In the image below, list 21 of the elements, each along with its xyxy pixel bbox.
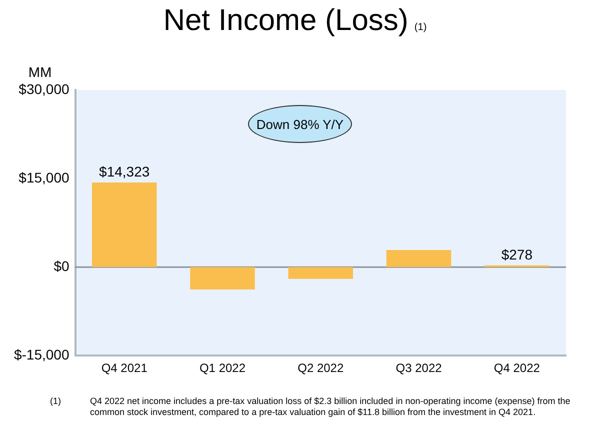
x-tick-label: Q2 2022	[298, 361, 344, 376]
y-axis-title: MM	[28, 64, 52, 80]
bar	[386, 250, 452, 268]
chart-title: Net Income (Loss)	[163, 4, 408, 37]
bar	[288, 267, 354, 279]
x-tick-label: Q4 2022	[494, 361, 540, 376]
text: Q4 2022 net income includes a pre-tax valuation loss of $2.3 billion included in non-operating income (expense) from the common stock investment, compared to a pre-tax valuation gain of $11.8 billion from the investment in Q4 2021.	[90, 396, 572, 418]
y-tick-label: $15,000	[18, 169, 70, 186]
text: (1)	[414, 22, 427, 33]
y-tick-label: $0	[54, 258, 70, 274]
y-tick-label: $-15,000	[14, 346, 70, 362]
data-label: $278	[501, 246, 533, 262]
y-tick-label: $30,000	[18, 80, 70, 97]
data-label: $14,323	[99, 163, 150, 180]
x-tick-label: Q4 2021	[101, 361, 148, 376]
bar	[190, 267, 255, 290]
x-tick-label: Q3 2022	[396, 361, 442, 376]
bar	[92, 182, 157, 268]
text: (1)	[50, 396, 62, 408]
x-tick-label: Q1 2022	[199, 361, 246, 376]
annotation: Down 98% Y/Y	[256, 116, 344, 132]
